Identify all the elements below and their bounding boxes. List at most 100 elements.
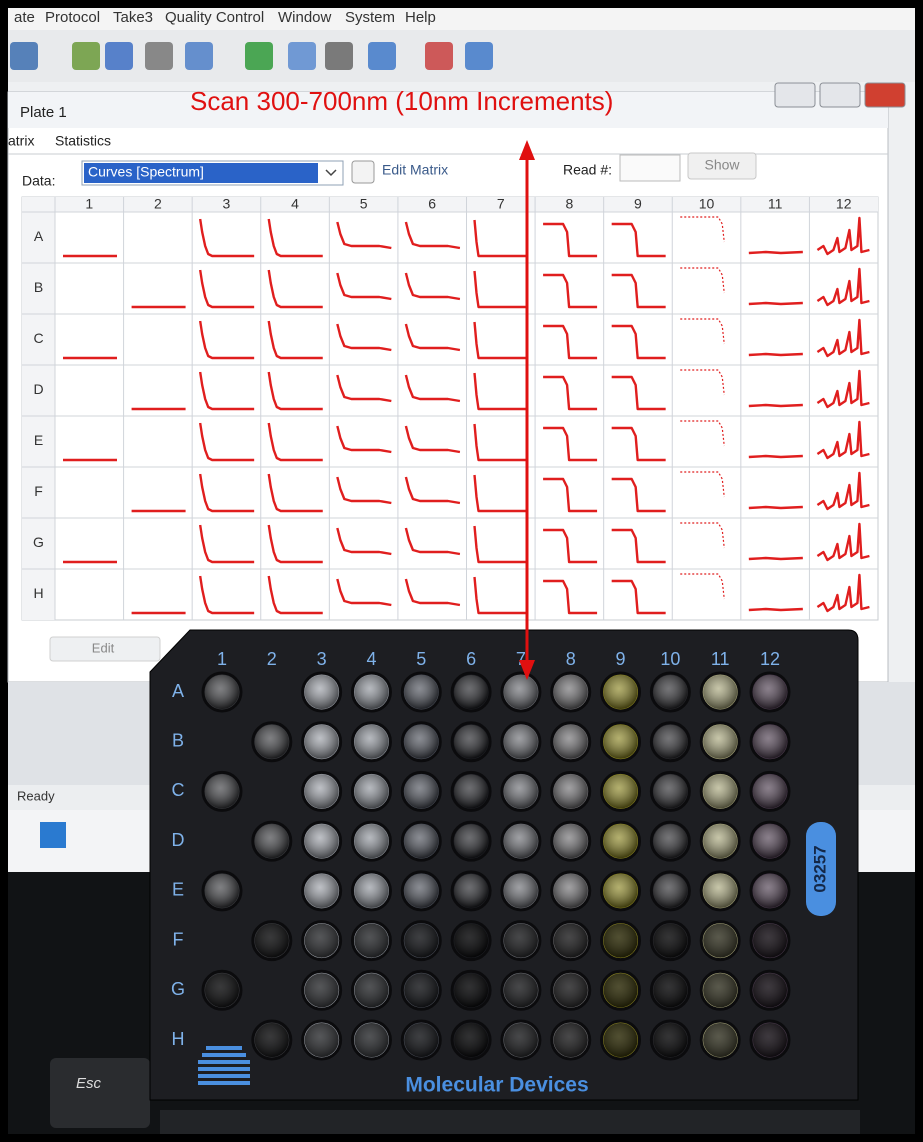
taskbar-icon (40, 822, 66, 848)
well-shadow (703, 1023, 738, 1057)
spectrum-thumbnail (543, 579, 598, 615)
well-shade (753, 724, 787, 759)
logo-stripe (202, 1053, 246, 1057)
plate-row-label: H (172, 1029, 185, 1049)
well-shade (653, 873, 688, 908)
row-header: H (33, 585, 43, 601)
plate-row-label: C (172, 780, 185, 800)
spectrum-thumbnail (611, 222, 666, 258)
well-shade (304, 873, 339, 908)
spectrum-thumbnail (748, 403, 803, 408)
spectrum-thumbnail (543, 273, 598, 309)
spectrum-thumbnail (404, 374, 461, 403)
well-shade (753, 774, 787, 809)
column-header: 12 (836, 196, 852, 212)
column-header: 9 (634, 196, 642, 212)
well-shadow (653, 1023, 688, 1057)
well-shade (404, 824, 439, 859)
well-shadow (553, 923, 588, 958)
well-shadow (354, 923, 389, 958)
toolbar-icon (185, 42, 213, 70)
well-shade (753, 675, 787, 709)
toolbar-icon (325, 42, 353, 70)
spectrum-thumbnail (473, 270, 529, 309)
spectrum-thumbnail (404, 476, 461, 505)
plate-column-label: 2 (267, 649, 277, 669)
spectrum-thumbnail (198, 269, 255, 309)
menu-item: Take3 (113, 9, 153, 26)
spectrum-thumbnail (473, 474, 529, 513)
well-shadow (603, 923, 638, 958)
plate-column-label: 9 (616, 649, 626, 669)
logo-stripe (198, 1074, 250, 1078)
well-shadow (553, 973, 588, 1008)
well-shade (553, 824, 588, 859)
spectrum-thumbnail (611, 273, 666, 309)
well-shade (503, 724, 538, 759)
toolbar-icon (465, 42, 493, 70)
well-shade (703, 675, 738, 709)
well-shade (603, 873, 638, 908)
show-button-label: Show (704, 157, 740, 173)
well-shade (653, 724, 688, 759)
spectrum-thumbnail (816, 318, 870, 358)
plate-brand: Molecular Devices (405, 1074, 588, 1097)
edit-button (49, 636, 161, 662)
well-shade (553, 873, 588, 908)
well-shade (753, 873, 787, 908)
spectrum-thumbnail (473, 423, 529, 462)
menu-item: Quality Control (165, 9, 264, 26)
column-header: 10 (699, 196, 715, 212)
well-shade (404, 873, 439, 908)
plate-column-label: 12 (760, 649, 780, 669)
plate-column-label: 1 (217, 649, 227, 669)
menu-item: System (345, 9, 395, 26)
well-shade (254, 724, 289, 759)
well-shade (354, 675, 389, 709)
spectrum-thumbnail (267, 422, 323, 462)
spectrum-thumbnail (404, 221, 461, 250)
toolbar-icon (288, 42, 316, 70)
window-button (774, 82, 816, 108)
well-shade (304, 675, 339, 709)
well-shade (454, 724, 489, 759)
spectrum-thumbnail (816, 522, 870, 562)
logo-stripe (206, 1046, 242, 1050)
spectrum-thumbnail (198, 371, 255, 411)
spectrum-thumbnail (816, 369, 870, 409)
well-shade (404, 675, 439, 709)
spectrum-thumbnail (611, 324, 666, 360)
toolbar-icon (425, 42, 453, 70)
column-header: 2 (154, 196, 162, 212)
well-shade (354, 824, 389, 859)
spectrum-thumbnail (611, 426, 666, 462)
toolbar-icon (105, 42, 133, 70)
spectrum-thumbnail (748, 301, 803, 306)
arrow-head (519, 140, 535, 160)
spectrum-thumbnail (543, 426, 598, 462)
window-button (864, 82, 906, 108)
column-header: 7 (497, 196, 505, 212)
toolbar-icon (10, 42, 38, 70)
spectrum-thumbnail (336, 578, 392, 607)
spectrum-thumbnail (404, 272, 461, 301)
well-shadow (603, 1023, 638, 1057)
plate-column-label: 8 (566, 649, 576, 669)
spectrum-thumbnail (748, 607, 803, 612)
menu-item: Window (278, 9, 332, 26)
window-button (819, 82, 861, 108)
row-header: E (34, 432, 43, 448)
well-shade (205, 873, 239, 908)
spectrum-thumbnail (198, 575, 255, 615)
well-shadow (703, 973, 738, 1008)
dropdown-arrow (325, 169, 337, 177)
content: ate Protocol Take3 Quality Control Window Sys… (8, 9, 906, 1101)
spectrum-thumbnail (267, 473, 323, 513)
well-shade (454, 824, 489, 859)
plate-row-label: B (172, 730, 184, 750)
well-shade (603, 724, 638, 759)
well-shadow (503, 973, 538, 1008)
well-shadow (753, 973, 787, 1008)
well-shade (503, 774, 538, 809)
